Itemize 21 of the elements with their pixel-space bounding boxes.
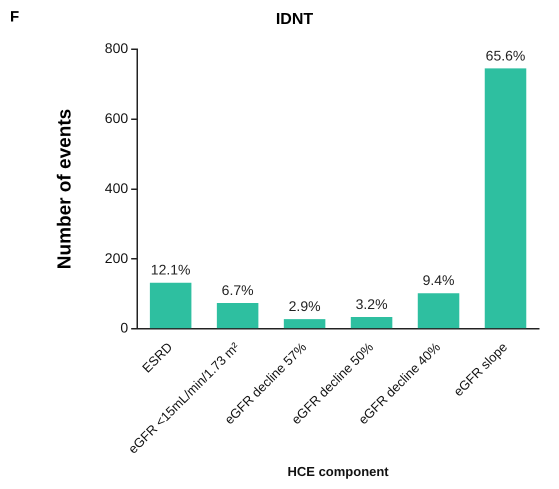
bar [350,316,392,328]
bar [284,319,326,328]
y-axis-title: Number of events [54,108,76,270]
annotation: 6.7% [222,282,254,298]
annotation: 12.1% [150,262,190,278]
y-tick-label: 800 [104,40,128,56]
y-tick-label: 400 [104,180,128,196]
y-tick-label: 0 [120,320,128,336]
annotation: 65.6% [486,47,526,64]
y-tick-label: 600 [104,110,128,126]
bar [216,302,258,328]
annotation: 3.2% [356,296,388,312]
bar [484,68,526,328]
y-tick-label: 200 [104,250,128,266]
text: F [10,8,20,26]
chart-title: IDNT [276,11,314,28]
bar [418,293,460,328]
bar [150,282,192,328]
x-axis-title: HCE component [288,464,390,479]
annotation: 9.4% [422,272,454,288]
annotation: 2.9% [288,298,321,314]
